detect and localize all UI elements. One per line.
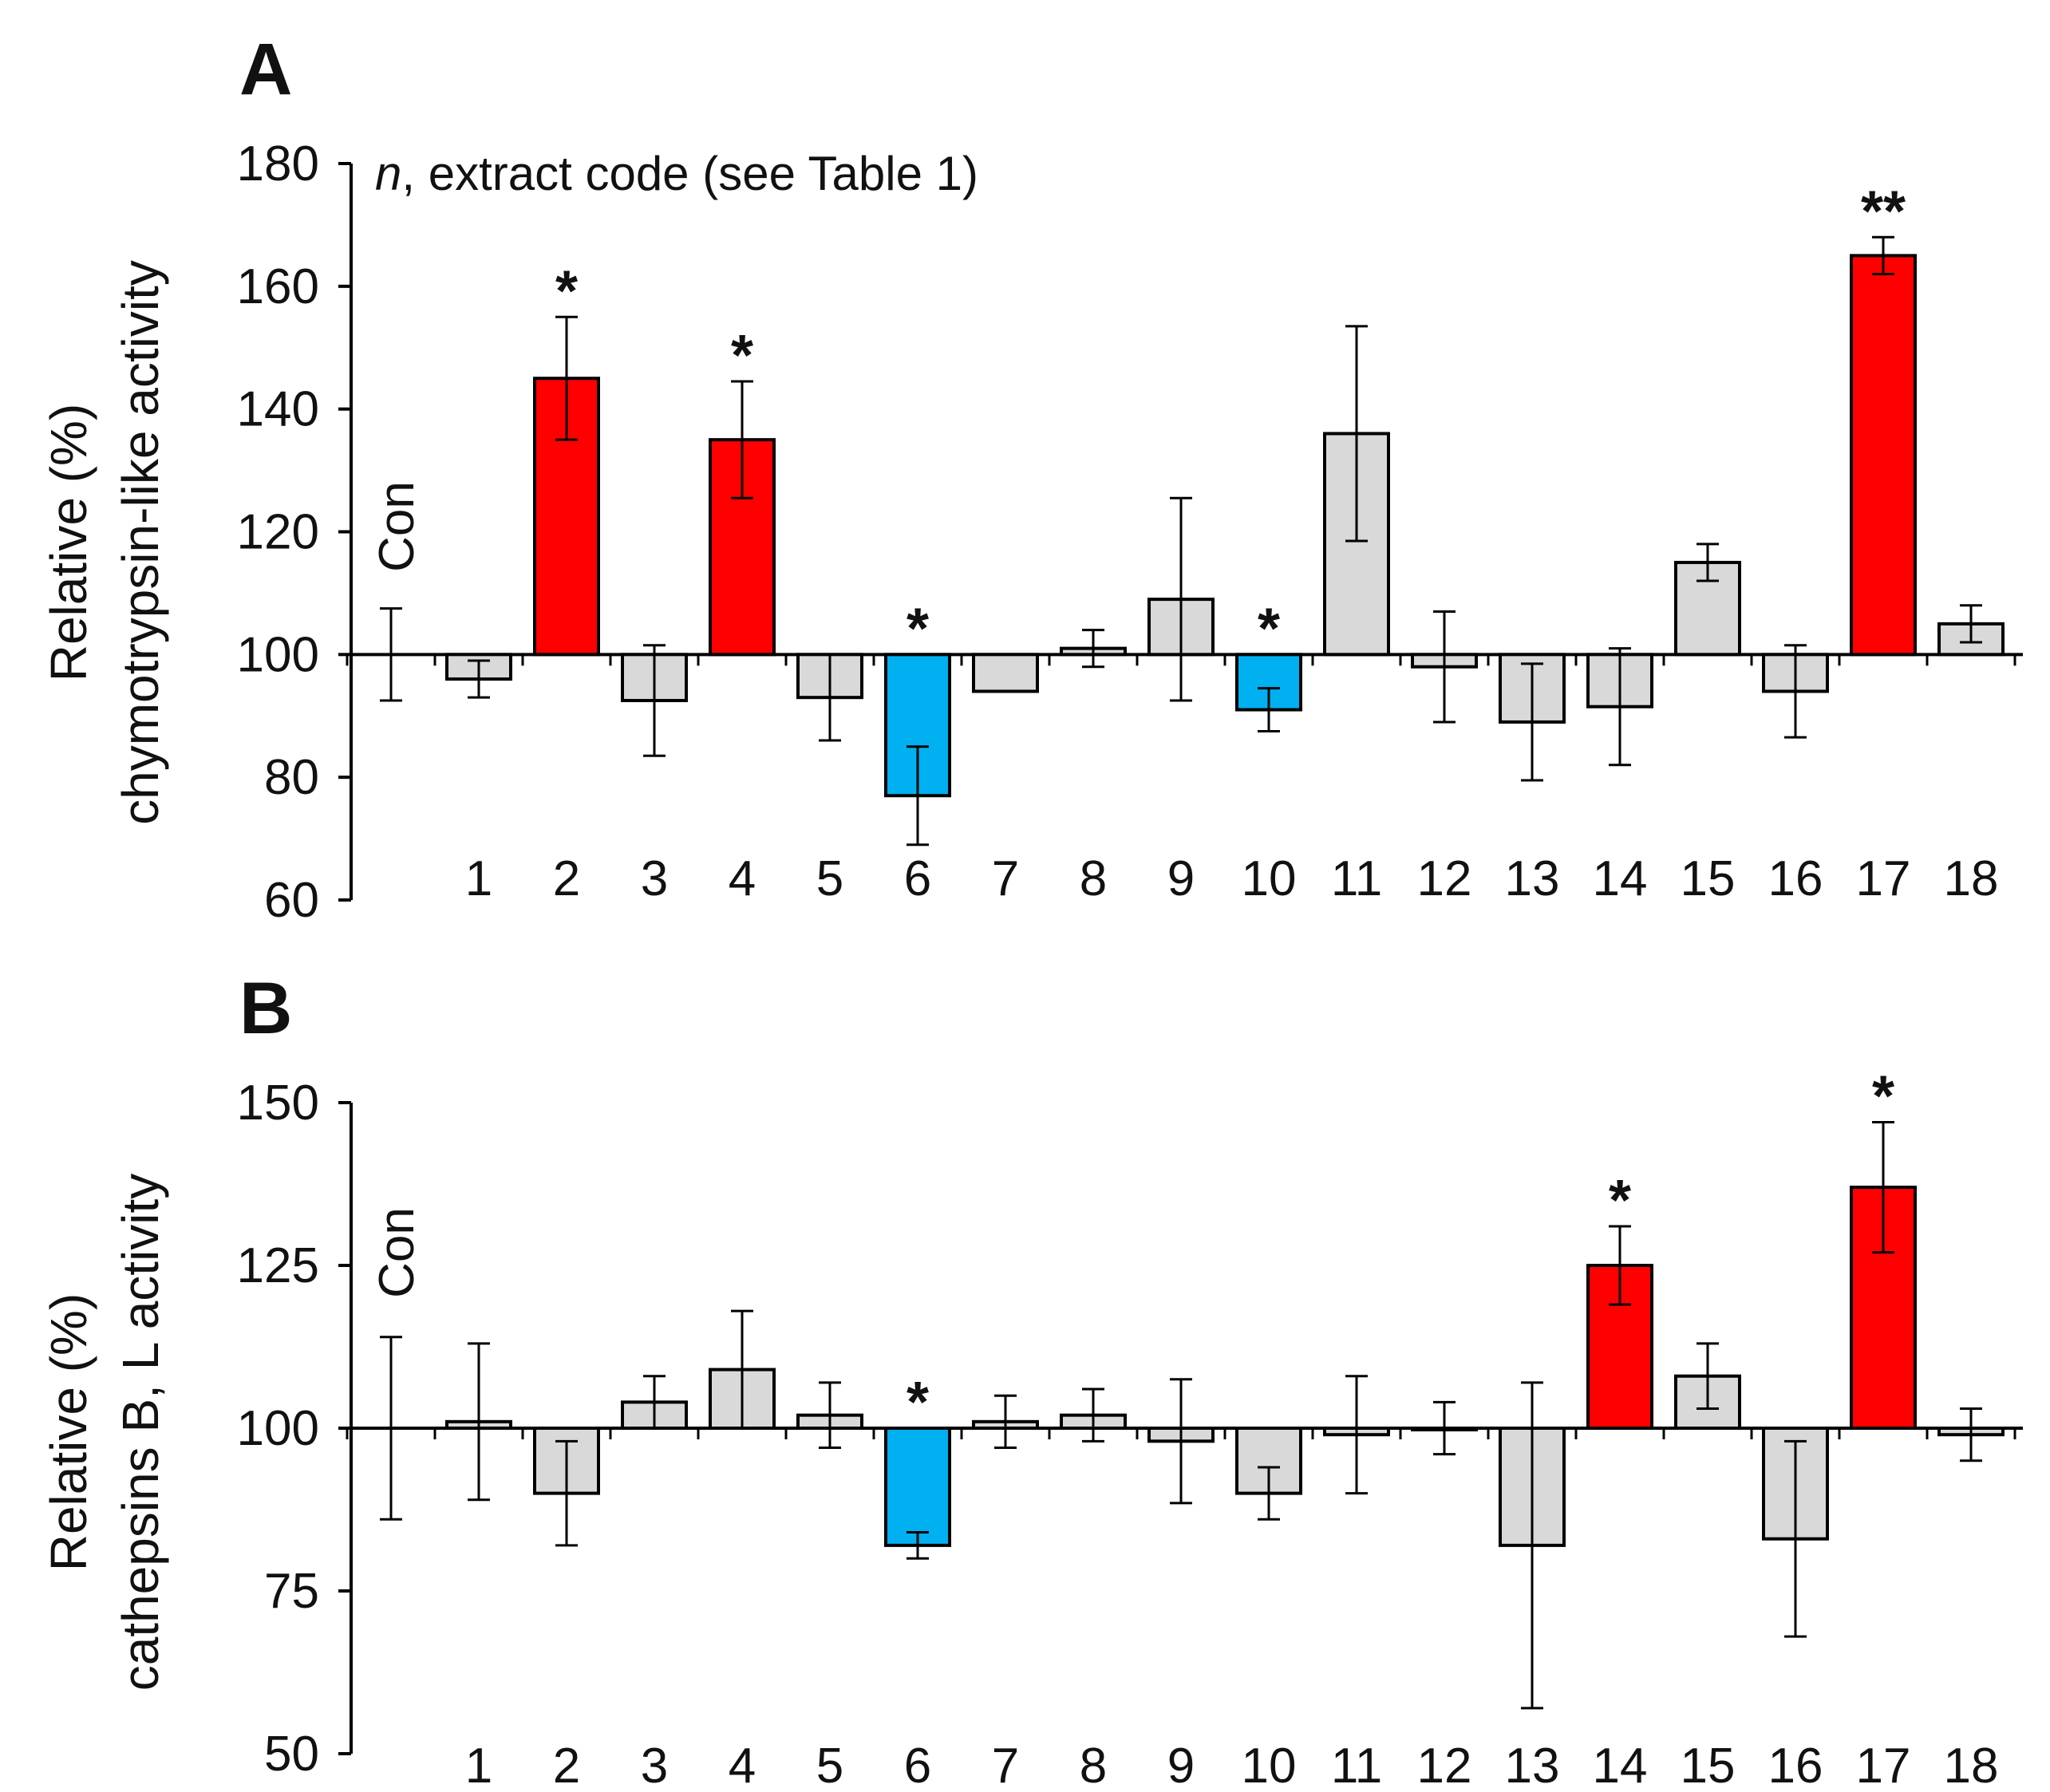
panel-b-category-label: 12 <box>1417 1739 1472 1792</box>
panel-a-y-tick-label: 160 <box>237 259 319 314</box>
panel-a-category-label: 1 <box>465 851 492 906</box>
panel-a-category-label: 5 <box>816 851 843 906</box>
panel-a-note: n, extract code (see Table 1) <box>375 147 978 200</box>
panel-a-significance-17: ** <box>1861 180 1906 243</box>
panel-b-category-label: 17 <box>1856 1739 1911 1792</box>
panel-b-category-label: 2 <box>553 1739 580 1792</box>
panel-a-category-label: 13 <box>1505 851 1560 906</box>
panel-b-control-label: Con <box>369 1207 425 1298</box>
panel-a-category-label: 7 <box>992 851 1019 906</box>
panel-a-note-italic: n <box>375 147 401 200</box>
panel-b-category-label: 9 <box>1167 1739 1195 1792</box>
panel-a-y-tick-label: 100 <box>237 627 319 682</box>
panel-b-category-label: 14 <box>1593 1739 1648 1792</box>
panel-a-y-tick-label: 80 <box>264 750 319 805</box>
panel-a: A n, extract code (see Table 1) Relative… <box>40 29 2023 928</box>
panel-a-category-label: 6 <box>904 851 931 906</box>
panel-b-category-label: 4 <box>729 1739 756 1792</box>
panel-a-ylabel-line1: Relative (%) <box>40 404 97 682</box>
panel-b-y-tick-label: 50 <box>264 1727 319 1782</box>
panel-b-category-label: 15 <box>1681 1739 1736 1792</box>
panel-b-ylabel-line2: cathepsins B, L activity <box>112 1174 169 1691</box>
panel-b: B Relative (%) cathepsins B, L activity … <box>40 968 2023 1792</box>
panel-a-significance-10: * <box>1258 597 1280 661</box>
panel-a-control-label: Con <box>369 481 425 572</box>
panel-a-letter: A <box>239 29 292 110</box>
panel-a-significance-4: * <box>731 324 753 388</box>
panel-a-category-label: 16 <box>1768 851 1823 906</box>
panel-b-category-label: 1 <box>465 1739 492 1792</box>
panel-a-category-label: 11 <box>1331 851 1382 906</box>
panel-a-category-label: 8 <box>1080 851 1107 906</box>
panel-a-category-label: 12 <box>1417 851 1472 906</box>
panel-a-significance-2: * <box>555 259 578 323</box>
panel-b-category-label: 13 <box>1505 1739 1560 1792</box>
panel-a-category-label: 2 <box>553 851 580 906</box>
panel-a-bar-7 <box>972 653 1039 693</box>
panel-a-bar-4 <box>709 438 776 657</box>
panel-b-significance-17: * <box>1872 1064 1894 1128</box>
panel-a-category-label: 17 <box>1856 851 1911 906</box>
panel-b-category-label: 18 <box>1944 1739 1999 1792</box>
panel-b-ylabel-line1: Relative (%) <box>40 1293 97 1572</box>
panel-b-y-tick-label: 150 <box>237 1076 319 1131</box>
panel-a-y-tick-label: 140 <box>237 382 319 437</box>
panel-a-y-tick-label: 180 <box>237 136 319 191</box>
panel-a-bar-6 <box>884 653 951 798</box>
panel-a-category-label: 10 <box>1242 851 1297 906</box>
panel-a-category-label: 9 <box>1167 851 1195 906</box>
panel-b-category-label: 8 <box>1080 1739 1107 1792</box>
panel-a-category-label: 4 <box>729 851 756 906</box>
panel-b-category-label: 10 <box>1242 1739 1297 1792</box>
panel-b-category-label: 5 <box>816 1739 843 1792</box>
panel-a-significance-6: * <box>907 597 929 661</box>
panel-a-category-label: 14 <box>1593 851 1648 906</box>
panel-b-significance-6: * <box>907 1371 929 1435</box>
panel-a-note-rest: , extract code (see Table 1) <box>401 147 978 200</box>
panel-b-bar-6 <box>884 1427 951 1547</box>
panel-b-category-label: 16 <box>1768 1739 1823 1792</box>
panel-a-bar-17 <box>1850 254 1917 657</box>
panel-a-category-label: 18 <box>1944 851 1999 906</box>
panel-a-y-tick-label: 120 <box>237 505 319 560</box>
panel-b-significance-14: * <box>1609 1169 1631 1233</box>
panel-b-category-label: 3 <box>641 1739 668 1792</box>
panel-b-letter: B <box>239 968 292 1049</box>
panel-a-category-label: 15 <box>1681 851 1736 906</box>
panel-b-y-tick-label: 125 <box>237 1238 319 1293</box>
panel-b-category-label: 11 <box>1331 1739 1382 1792</box>
panel-b-y-tick-label: 75 <box>264 1564 319 1619</box>
panel-a-y-tick-label: 60 <box>264 873 319 928</box>
panel-a-category-label: 3 <box>641 851 668 906</box>
panel-b-category-label: 7 <box>992 1739 1019 1792</box>
panel-b-category-label: 6 <box>904 1739 931 1792</box>
panel-a-ylabel-line2: chymotrypsin-like activity <box>112 260 169 825</box>
panel-b-y-tick-label: 100 <box>237 1401 319 1456</box>
